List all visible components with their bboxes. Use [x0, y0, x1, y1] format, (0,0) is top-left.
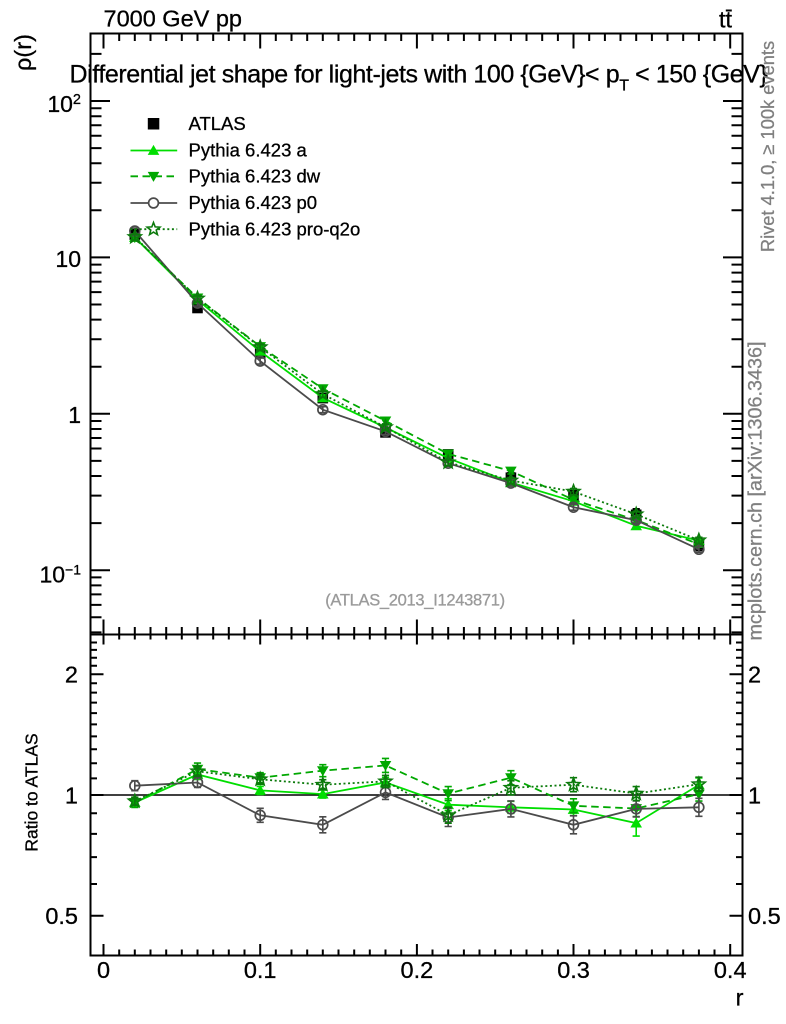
svg-text:1: 1: [68, 402, 81, 428]
svg-text:1: 1: [748, 782, 761, 808]
svg-text:ATLAS: ATLAS: [189, 113, 246, 134]
svg-text:Rivet 4.1.0, ≥ 100k events: Rivet 4.1.0, ≥ 100k events: [757, 41, 778, 252]
svg-text:0.2: 0.2: [401, 957, 434, 983]
svg-text:Pythia 6.423 p0: Pythia 6.423 p0: [189, 192, 318, 213]
svg-text:0.5: 0.5: [748, 903, 781, 929]
svg-text:mcplots.cern.ch [arXiv:1306.34: mcplots.cern.ch [arXiv:1306.3436]: [745, 341, 767, 640]
svg-text:10: 10: [55, 246, 81, 272]
svg-text:Pythia 6.423 a: Pythia 6.423 a: [189, 140, 308, 161]
svg-text:0.4: 0.4: [714, 957, 747, 983]
svg-text:0: 0: [97, 957, 110, 983]
svg-text:0.5: 0.5: [45, 903, 78, 929]
svg-text:ρ(r): ρ(r): [10, 34, 36, 71]
svg-text:(ATLAS_2013_I1243871): (ATLAS_2013_I1243871): [325, 592, 505, 610]
svg-text:2: 2: [748, 662, 761, 688]
svg-text:Ratio to ATLAS: Ratio to ATLAS: [22, 733, 42, 851]
svg-text:tt: tt: [719, 7, 733, 33]
svg-text:10−1: 10−1: [39, 562, 81, 588]
svg-text:1: 1: [65, 782, 78, 808]
svg-text:0.3: 0.3: [557, 957, 590, 983]
svg-text:Pythia 6.423 dw: Pythia 6.423 dw: [189, 166, 321, 187]
svg-text:Pythia 6.423 pro-q2o: Pythia 6.423 pro-q2o: [189, 218, 361, 239]
svg-text:7000 GeV pp: 7000 GeV pp: [104, 6, 243, 32]
svg-text:0.1: 0.1: [244, 957, 277, 983]
svg-text:r: r: [736, 985, 744, 1011]
svg-text:2: 2: [65, 662, 78, 688]
